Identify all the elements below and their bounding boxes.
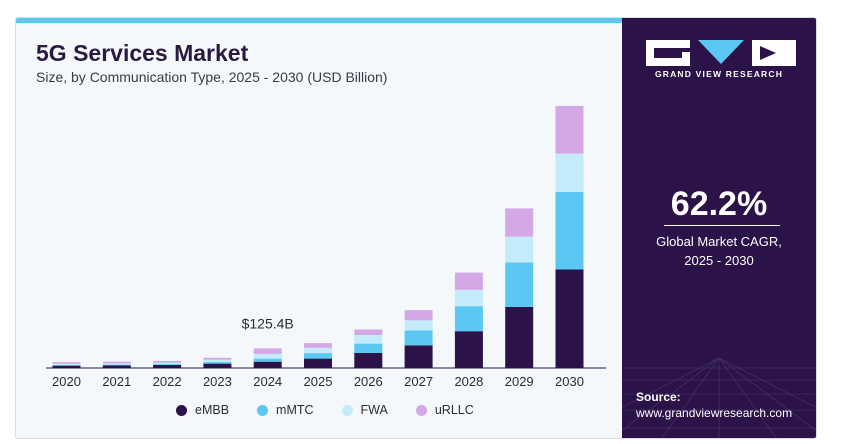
- bar-2025-fwa: [304, 347, 332, 354]
- x-tick-label: 2024: [253, 374, 282, 389]
- chart-subtitle: Size, by Communication Type, 2025 - 2030…: [36, 69, 388, 85]
- legend-label-embb: eMBB: [195, 403, 230, 417]
- brand-logo: [646, 40, 796, 66]
- bar-2027-mmtc: [404, 330, 433, 346]
- cagr-divider: [664, 225, 780, 226]
- bar-2023-fwa: [203, 359, 232, 362]
- bar-2024-fwa: [253, 353, 282, 359]
- x-tick-label: 2021: [102, 374, 131, 389]
- bar-2025-mmtc: [304, 353, 332, 359]
- bar-2029-fwa: [505, 236, 534, 263]
- bar-2022-mmtc: [153, 364, 182, 365]
- cagr-panel: GRAND VIEW RESEARCH 62.2% Global Market …: [622, 18, 816, 438]
- bar-2020-urllc: [52, 362, 81, 364]
- bar-2027-embb: [404, 345, 433, 368]
- x-tick-label: 2026: [354, 374, 383, 389]
- bar-2020-fwa: [52, 363, 81, 365]
- top-accent-bar: [16, 18, 622, 23]
- x-tick-label: 2030: [555, 374, 584, 389]
- bar-2030-mmtc: [555, 192, 584, 270]
- bar-2023-embb: [203, 363, 232, 368]
- bar-2022-urllc: [153, 361, 182, 363]
- bar-2027-fwa: [404, 320, 433, 331]
- legend-label-mmtc: mMTC: [276, 403, 314, 417]
- bar-2020-mmtc: [52, 364, 81, 366]
- bar-2022-fwa: [153, 362, 182, 365]
- cagr-label: Global Market CAGR, 2025 - 2030: [642, 232, 796, 270]
- bar-2024-embb: [253, 361, 282, 368]
- bar-2024-mmtc: [253, 358, 282, 362]
- legend-label-fwa: FWA: [360, 403, 388, 417]
- bar-2030-fwa: [555, 153, 584, 192]
- legend-item-embb: eMBB: [176, 403, 229, 417]
- bar-2024-urllc: [253, 348, 282, 354]
- bar-2029-mmtc: [505, 262, 534, 307]
- source-label: Source:: [636, 390, 681, 404]
- bar-2021-fwa: [102, 363, 131, 365]
- bar-2026-embb: [354, 353, 383, 368]
- bar-2026-urllc: [354, 329, 383, 335]
- x-tick-label: 2022: [153, 374, 182, 389]
- legend-item-mmtc: mMTC: [257, 403, 314, 417]
- brand-name: GRAND VIEW RESEARCH: [654, 69, 784, 79]
- bar-2028-embb: [454, 331, 483, 368]
- bar-2021-urllc: [102, 361, 131, 364]
- bar-2029-urllc: [505, 208, 534, 237]
- bar-2023-urllc: [203, 357, 232, 360]
- bar-2028-urllc: [454, 272, 483, 290]
- legend-item-fwa: FWA: [341, 403, 388, 417]
- bar-2026-fwa: [354, 335, 383, 344]
- legend-item-urllc: uRLLC: [415, 403, 474, 417]
- x-tick-label: 2025: [304, 374, 333, 389]
- source-url[interactable]: www.grandviewresearch.com: [636, 406, 793, 420]
- bar-2028-mmtc: [454, 306, 483, 332]
- bar-2020-embb: [52, 365, 81, 368]
- x-tick-label: 2023: [203, 374, 232, 389]
- bar-2025-urllc: [304, 343, 332, 348]
- legend-dot-embb: [176, 404, 187, 416]
- perspective-grid-decoration: [622, 358, 816, 438]
- legend-label-urllc: uRLLC: [434, 403, 474, 417]
- bar-2026-mmtc: [354, 343, 383, 353]
- cagr-label-line2: 2025 - 2030: [684, 253, 754, 268]
- bar-2030-urllc: [555, 105, 584, 154]
- bar-2021-mmtc: [102, 364, 131, 366]
- bar-2030-embb: [555, 269, 584, 368]
- bar-2022-embb: [153, 365, 182, 368]
- bar-2021-embb: [102, 365, 131, 368]
- bar-2029-embb: [505, 307, 534, 368]
- legend-dot-fwa: [341, 404, 353, 416]
- x-tick-label: 2028: [454, 374, 483, 389]
- chart-title: 5G Services Market: [36, 40, 249, 66]
- x-tick-label: 2020: [52, 374, 81, 389]
- x-tick-label: 2029: [505, 374, 534, 389]
- cagr-value: 62.2%: [670, 185, 768, 223]
- legend-dot-mmtc: [257, 404, 269, 416]
- bar-2025-embb: [304, 358, 332, 368]
- value-annotation-2024: $125.4B: [242, 315, 294, 331]
- x-tick-label: 2027: [404, 374, 433, 389]
- chart-legend: eMBB mMTC FWA uRLLC: [176, 403, 502, 417]
- bar-chart: 2020 2021 2022 2023 2024 2025 2026 2027 2028 2029…: [46, 105, 606, 389]
- chart-card: 5G Services Market Size, by Communicatio…: [15, 17, 817, 439]
- legend-dot-urllc: [415, 404, 427, 416]
- bar-2028-fwa: [454, 289, 483, 307]
- cagr-label-line1: Global Market CAGR,: [656, 234, 782, 249]
- bar-2027-urllc: [404, 310, 433, 321]
- bar-2023-mmtc: [203, 362, 232, 364]
